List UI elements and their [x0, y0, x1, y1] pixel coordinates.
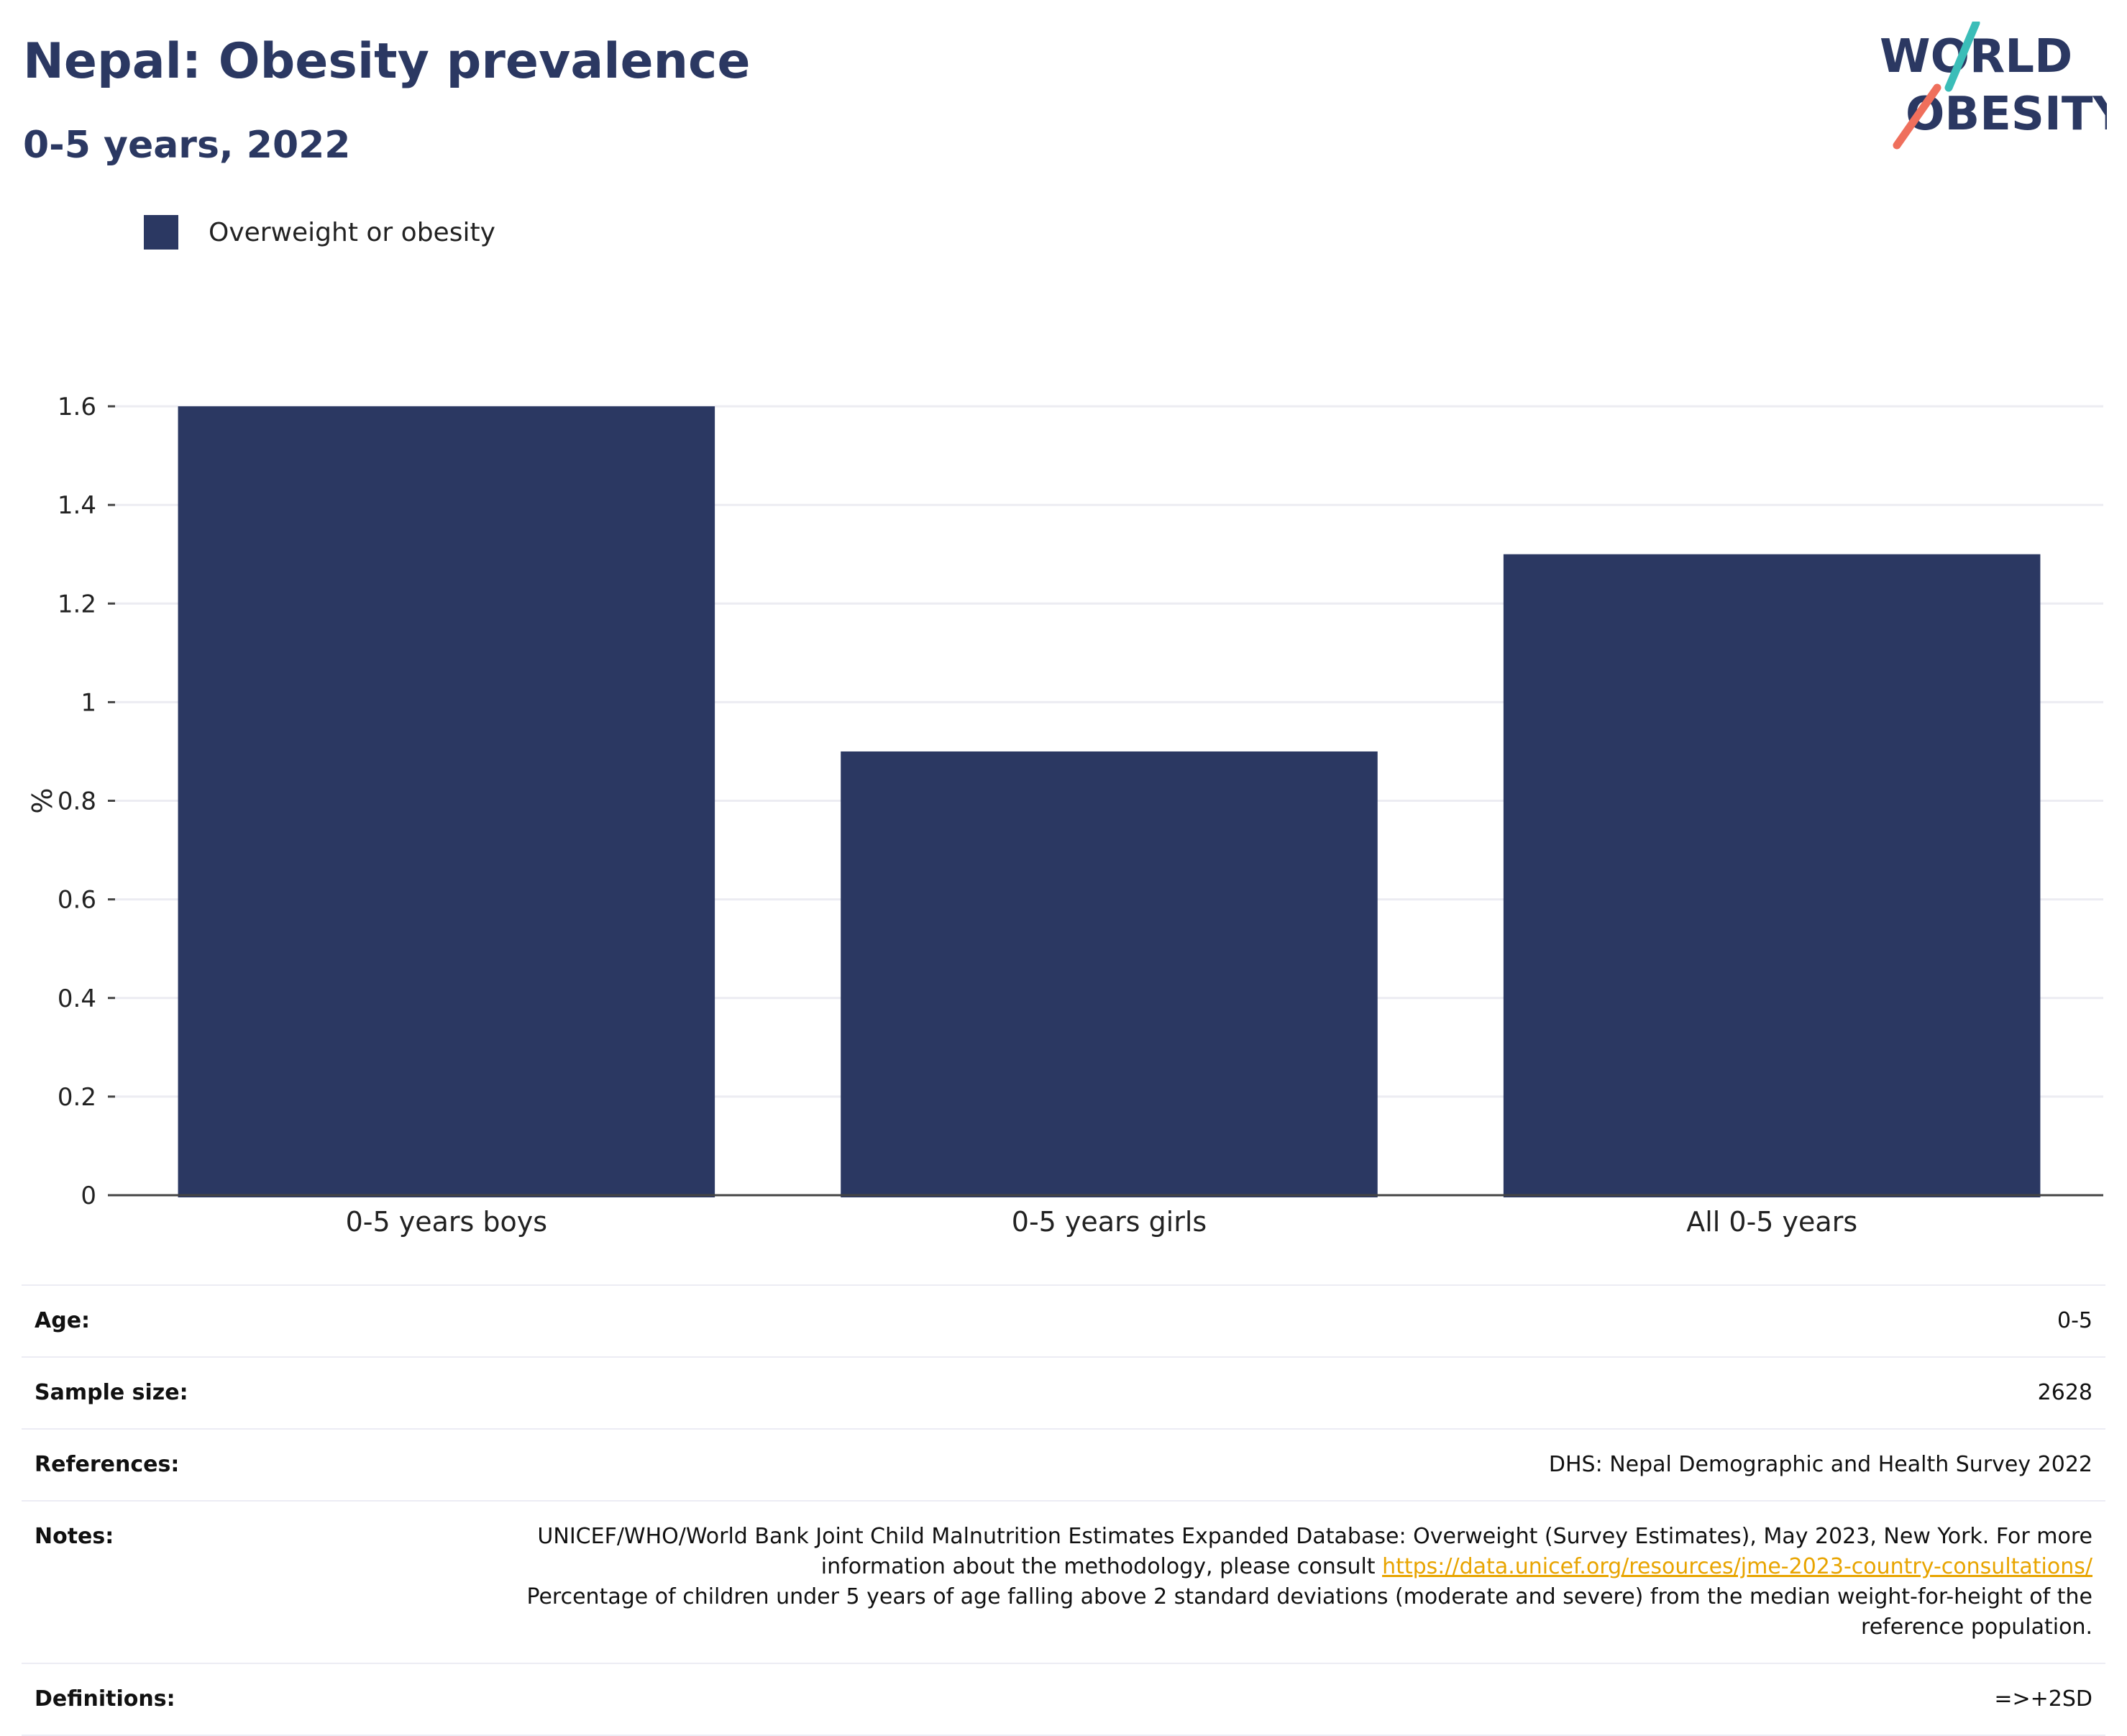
- meta-row-references: References: DHS: Nepal Demographic and H…: [22, 1428, 2105, 1502]
- bar-2: [841, 751, 1378, 1197]
- logo-text-obesity: OBESITY: [1906, 88, 2107, 141]
- y-tick-label: 1.4: [58, 491, 96, 520]
- logo-slash-coral: [1893, 83, 1941, 150]
- y-tick-label: 0.2: [58, 1083, 96, 1112]
- x-category-label: All 0-5 years: [1686, 1206, 1857, 1238]
- y-axis-title: %: [27, 787, 58, 813]
- meta-key-references: References:: [22, 1428, 407, 1502]
- legend-swatch: [144, 215, 178, 250]
- x-category-label: 0-5 years girls: [1012, 1206, 1207, 1238]
- metadata-table: Age: 0-5 Sample size: 2628 References: D…: [22, 1284, 2105, 1736]
- bar-chart: 00.20.40.60.811.21.41.6 0-5 years boys 0-…: [27, 393, 2103, 1238]
- meta-row-age: Age: 0-5: [22, 1284, 2105, 1358]
- page-subtitle: 0-5 years, 2022: [23, 124, 351, 167]
- meta-value-age: 0-5: [407, 1284, 2105, 1358]
- meta-key-age: Age:: [22, 1284, 407, 1358]
- meta-value-definitions: =>+2SD: [407, 1663, 2105, 1736]
- meta-row-sample-size: Sample size: 2628: [22, 1356, 2105, 1430]
- meta-key-definitions: Definitions:: [22, 1663, 407, 1736]
- chart-x-labels: 0-5 years boys 0-5 years girls All 0-5 yea…: [346, 1206, 1858, 1238]
- meta-row-definitions: Definitions: =>+2SD: [22, 1663, 2105, 1736]
- chart-legend: Overweight or obesity: [144, 213, 495, 252]
- meta-value-notes: UNICEF/WHO/World Bank Joint Child Malnut…: [407, 1500, 2105, 1664]
- legend-label: Overweight or obesity: [209, 217, 495, 247]
- notes-text-definition: Percentage of children under 5 years of …: [526, 1584, 2092, 1640]
- bar-3: [1503, 554, 2041, 1197]
- y-tick-label: 1.6: [58, 393, 96, 421]
- logo-text-world: WORLD: [1880, 30, 2072, 83]
- notes-text-source: UNICEF/WHO/World Bank Joint Child Malnut…: [537, 1524, 2092, 1579]
- world-obesity-logo: WORLD OBESITY: [1880, 22, 2107, 150]
- y-tick-label: 1: [81, 688, 96, 717]
- y-tick-label: 0.8: [58, 787, 96, 816]
- bar-1: [178, 406, 715, 1197]
- chart-bars: [178, 406, 2041, 1197]
- y-tick-label: 0.6: [58, 886, 96, 915]
- methodology-link[interactable]: https://data.unicef.org/resources/jme-20…: [1382, 1554, 2092, 1579]
- page-title: Nepal: Obesity prevalence: [23, 33, 751, 90]
- y-tick-label: 0.4: [58, 985, 96, 1013]
- meta-key-notes: Notes:: [22, 1500, 407, 1664]
- y-tick-label: 0: [81, 1182, 96, 1210]
- chart-y-ticks: 0 0.2 0.4 0.6 0.8 1 1.2 1.4 1.6: [58, 393, 115, 1210]
- x-category-label: 0-5 years boys: [346, 1206, 547, 1238]
- meta-value-sample-size: 2628: [407, 1356, 2105, 1430]
- meta-value-references: DHS: Nepal Demographic and Health Survey…: [407, 1428, 2105, 1502]
- meta-row-notes: Notes: UNICEF/WHO/World Bank Joint Child…: [22, 1500, 2105, 1664]
- logo-slash-teal: [1944, 22, 1980, 92]
- meta-key-sample-size: Sample size:: [22, 1356, 407, 1430]
- y-tick-label: 1.2: [58, 590, 96, 618]
